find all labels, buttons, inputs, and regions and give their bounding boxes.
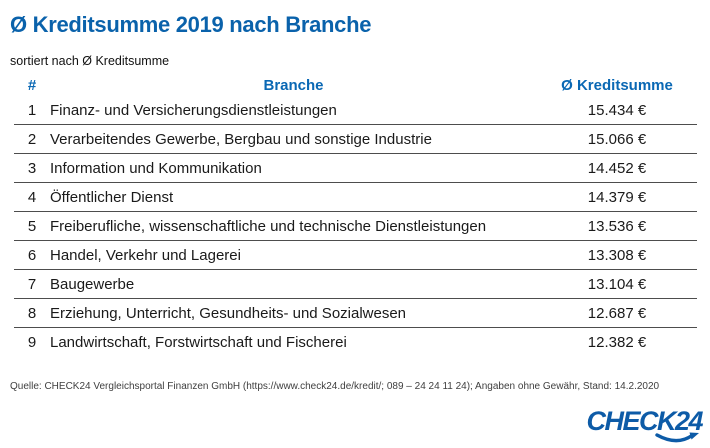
- credit-table: # Branche Ø Kreditsumme 1 Finanz- und Ve…: [14, 74, 697, 356]
- branch-cell: Handel, Verkehr und Lagerei: [50, 246, 241, 264]
- rank-cell: 1: [27, 101, 37, 119]
- value-cell: 13.536 €: [587, 217, 647, 235]
- branch-cell: Baugewerbe: [50, 275, 135, 293]
- rank-cell: 3: [27, 159, 37, 177]
- table-row: 6 Handel, Verkehr und Lagerei 13.308 €: [14, 241, 697, 270]
- value-cell: 14.379 €: [587, 188, 647, 206]
- page-subtitle: sortiert nach Ø Kreditsumme: [10, 54, 170, 68]
- rank-cell: 7: [27, 275, 37, 293]
- rank-cell: 6: [27, 246, 37, 264]
- check24-logo: CHECK24: [586, 406, 703, 443]
- table-row: 3 Information und Kommunikation 14.452 €: [14, 154, 697, 183]
- table-row: 5 Freiberufliche, wissenschaftliche und …: [14, 212, 697, 241]
- table-row: 1 Finanz- und Versicherungsdienstleistun…: [14, 96, 697, 125]
- value-cell: 13.308 €: [587, 246, 647, 264]
- rank-column-header: #: [27, 76, 37, 94]
- table-header-row: # Branche Ø Kreditsumme: [14, 74, 697, 96]
- value-cell: 12.687 €: [587, 304, 647, 322]
- value-cell: 15.066 €: [587, 130, 647, 148]
- table-row: 7 Baugewerbe 13.104 €: [14, 270, 697, 299]
- value-cell: 12.382 €: [587, 333, 647, 351]
- table-row: 2 Verarbeitendes Gewerbe, Bergbau und so…: [14, 125, 697, 154]
- branch-cell: Freiberufliche, wissenschaftliche und te…: [50, 217, 487, 235]
- rank-cell: 2: [27, 130, 37, 148]
- rank-cell: 5: [27, 217, 37, 235]
- table-row: 8 Erziehung, Unterricht, Gesundheits- un…: [14, 299, 697, 328]
- page-title: Ø Kreditsumme 2019 nach Branche: [10, 12, 372, 37]
- table-row: 9 Landwirtschaft, Forstwirtschaft und Fi…: [14, 328, 697, 356]
- branch-cell: Landwirtschaft, Forstwirtschaft und Fisc…: [50, 333, 347, 351]
- value-cell: 14.452 €: [587, 159, 647, 177]
- branch-cell: Verarbeitendes Gewerbe, Bergbau und sons…: [50, 130, 432, 148]
- table-row: 4 Öffentlicher Dienst 14.379 €: [14, 183, 697, 212]
- value-column-header: Ø Kreditsumme: [561, 76, 673, 94]
- rank-cell: 9: [27, 333, 37, 351]
- check24-logo-text: CHECK24: [586, 406, 703, 436]
- branch-cell: Öffentlicher Dienst: [50, 188, 174, 206]
- branch-cell: Information und Kommunikation: [50, 159, 262, 177]
- value-cell: 13.104 €: [587, 275, 647, 293]
- table-body: 1 Finanz- und Versicherungsdienstleistun…: [14, 96, 697, 356]
- value-cell: 15.434 €: [587, 101, 647, 119]
- branch-column-header: Branche: [263, 76, 324, 94]
- rank-cell: 4: [27, 188, 37, 206]
- branch-cell: Erziehung, Unterricht, Gesundheits- und …: [50, 304, 407, 322]
- source-note: Quelle: CHECK24 Vergleichsportal Finanze…: [10, 381, 660, 392]
- logo-smile-icon: [655, 432, 699, 443]
- rank-cell: 8: [27, 304, 37, 322]
- branch-cell: Finanz- und Versicherungsdienstleistunge…: [50, 101, 337, 119]
